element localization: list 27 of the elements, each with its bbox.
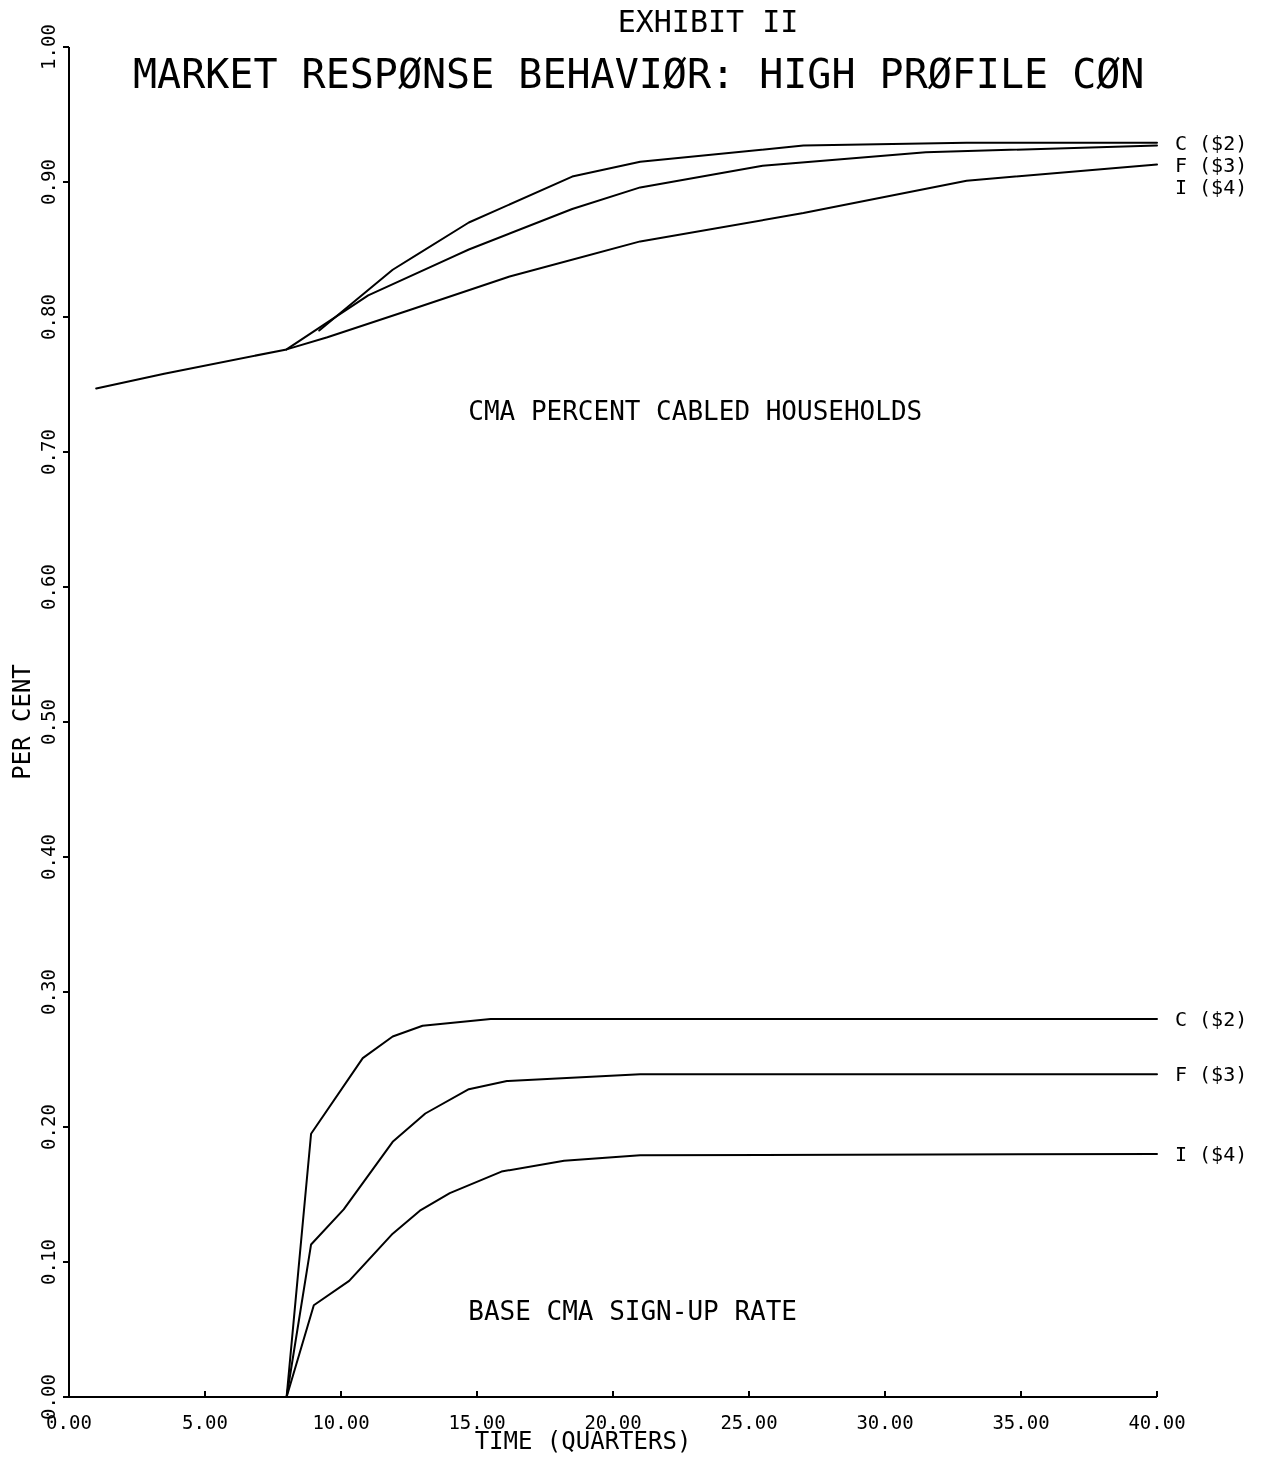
x-tick-label: 25.00 bbox=[720, 1411, 778, 1433]
y-axis-title: PER CENT bbox=[8, 664, 36, 780]
y-tick-label: 1.00 bbox=[37, 24, 59, 70]
x-tick-label: 35.00 bbox=[992, 1411, 1050, 1433]
x-tick-label: 10.00 bbox=[312, 1411, 370, 1433]
annotation: BASE CMA SIGN-UP RATE bbox=[468, 1296, 798, 1326]
series-label: F ($3) bbox=[1175, 1062, 1248, 1087]
y-tick-label: 0.40 bbox=[37, 834, 59, 880]
series-label: I ($4) bbox=[1175, 174, 1248, 199]
series-label: C ($2) bbox=[1175, 1007, 1248, 1031]
y-tick-label: 0.80 bbox=[37, 294, 59, 340]
y-tick-label: 0.10 bbox=[37, 1239, 59, 1285]
series-label: C ($2) bbox=[1175, 130, 1248, 155]
y-tick-label: 0.90 bbox=[37, 159, 59, 205]
series-label: I ($4) bbox=[1175, 1142, 1248, 1166]
x-tick-label: 40.00 bbox=[1128, 1411, 1186, 1433]
y-tick-label: 0.30 bbox=[37, 969, 59, 1015]
y-tick-label: 0.60 bbox=[37, 564, 59, 610]
y-tick-label: 0.20 bbox=[37, 1104, 59, 1150]
y-tick-label: 0.70 bbox=[37, 429, 59, 475]
series-label: F ($3) bbox=[1175, 152, 1248, 177]
x-tick-label: 5.00 bbox=[182, 1411, 228, 1433]
annotation: CMA PERCENT CABLED HOUSEHOLDS bbox=[468, 396, 923, 426]
y-tick-label: 0.50 bbox=[37, 699, 59, 745]
chart-title: EXHIBIT II bbox=[617, 4, 799, 39]
chart-subtitle: MARKET RESPØNSE BEHAVIØR: HIGH PRØFILE CØN bbox=[133, 51, 1145, 97]
x-tick-label: 30.00 bbox=[856, 1411, 914, 1433]
